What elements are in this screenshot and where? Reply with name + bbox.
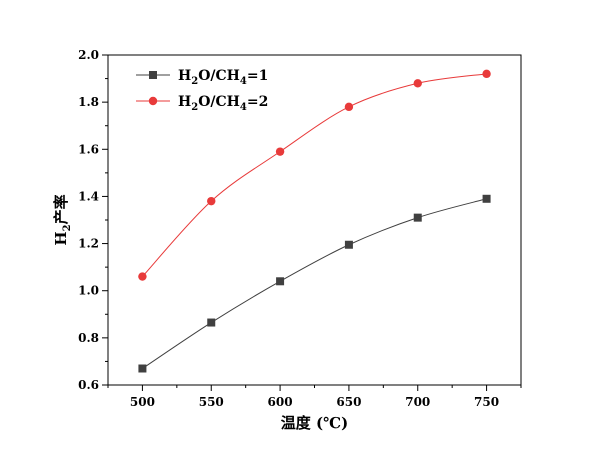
series-2-point	[482, 69, 491, 79]
axis-ticks: 500 550 600 650 700 750 0.6 0.8 1.0 1.2 1.4 1.6 1.8 2…	[78, 48, 522, 409]
series-2-point	[207, 196, 216, 206]
y-tick-label: 1.8	[78, 95, 99, 109]
series-curves	[142, 73, 487, 369]
legend-entry-1: H2O/CH4=1	[136, 68, 268, 87]
series-2-point	[413, 79, 422, 88]
x-tick-label: 500	[130, 395, 155, 409]
legend-entry-2: H2O/CH4=2	[136, 94, 268, 113]
x-tick-label: 550	[199, 395, 224, 409]
legend-marker-1	[149, 71, 157, 79]
y-axis-title-main: H	[52, 231, 70, 245]
x-tick-label: 750	[474, 395, 499, 409]
series-1-point	[413, 213, 422, 222]
legend-label-1: H2O/CH4=1	[178, 68, 268, 87]
series-1-point	[276, 277, 285, 286]
series-2-point	[138, 272, 147, 281]
x-tick-label: 700	[405, 395, 430, 409]
series-2-point	[344, 102, 354, 112]
plot-frame	[107, 54, 522, 386]
series-1-point	[138, 364, 147, 373]
x-tick-label: 600	[268, 395, 293, 409]
y-axis-title-rest: 产率	[52, 194, 70, 224]
series-1-point	[207, 318, 216, 327]
x-tick-label: 650	[336, 395, 361, 409]
series-1-point	[482, 194, 491, 203]
y-tick-label: 1.6	[78, 142, 99, 156]
series-1-point	[344, 240, 353, 249]
x-axis-title: 温度 (℃)	[281, 414, 348, 432]
series-2-point	[275, 147, 285, 156]
y-tick-label: 1.0	[78, 284, 99, 298]
y-tick-label: 1.2	[78, 237, 99, 251]
series-points	[138, 69, 491, 373]
y-tick-label: 0.6	[78, 378, 99, 392]
legend-marker-2	[148, 96, 158, 106]
legend-label-2: H2O/CH4=2	[178, 94, 268, 113]
y-tick-label: 1.4	[78, 189, 99, 203]
y-axis-title: H2产率	[52, 194, 73, 245]
y-tick-label: 2.0	[78, 48, 99, 62]
y-tick-label: 0.8	[78, 331, 99, 345]
y-axis-title-subscript: 2	[62, 224, 73, 231]
series-1-line	[142, 198, 487, 369]
legend: H2O/CH4=1 H2O/CH4=2	[136, 68, 268, 113]
